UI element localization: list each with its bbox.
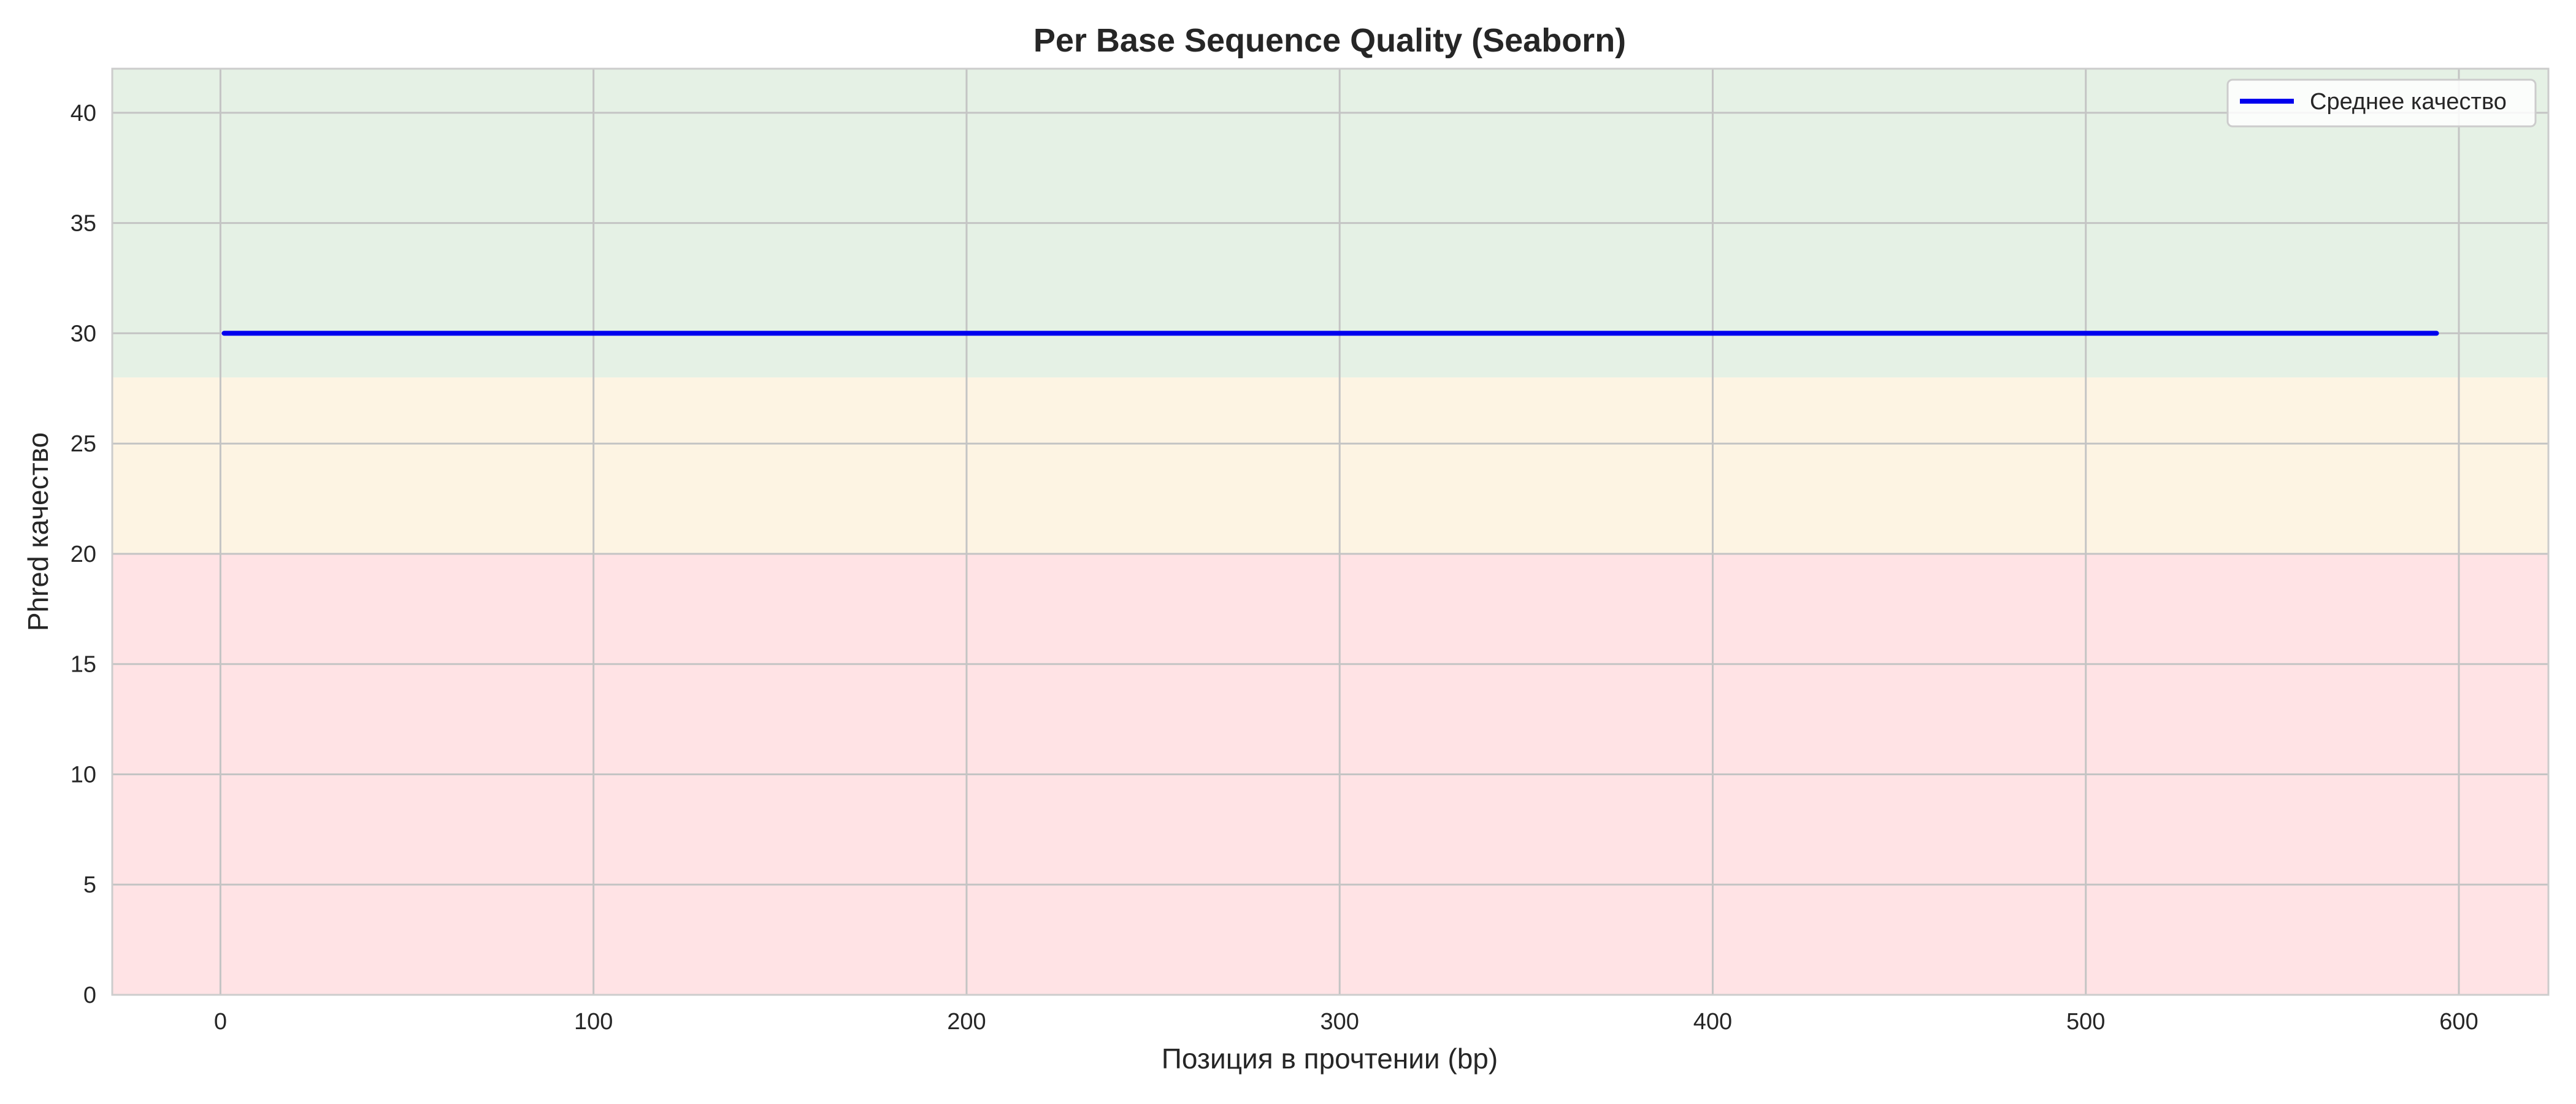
legend-box — [2226, 79, 2537, 128]
x-tick-label: 200 — [947, 1009, 986, 1035]
y-tick-label: 5 — [83, 872, 96, 898]
plot-frame — [111, 67, 2550, 996]
legend: Среднее качество — [2226, 79, 2537, 128]
y-tick-label: 10 — [71, 762, 96, 788]
x-tick-label: 600 — [2439, 1009, 2478, 1035]
x-axis-label: Позиция в прочтении (bp) — [1162, 1043, 1498, 1075]
y-tick-label: 25 — [71, 431, 96, 457]
y-tick-label: 0 — [83, 983, 96, 1008]
y-tick-label: 40 — [71, 101, 96, 126]
x-tick-label: 500 — [2066, 1009, 2105, 1035]
x-tick-label: 0 — [214, 1009, 227, 1035]
quality-bands — [112, 69, 2548, 995]
y-tick-label: 20 — [71, 542, 96, 567]
y-tick-label: 35 — [71, 211, 96, 237]
chart-title: Per Base Sequence Quality (Seaborn) — [1033, 22, 1626, 59]
x-tick-label: 100 — [574, 1009, 613, 1035]
y-tick-label: 30 — [71, 321, 96, 347]
y-tick-labels: 0 5 10 15 20 25 30 35 40 — [71, 101, 96, 1008]
x-tick-label: 400 — [1693, 1009, 1732, 1035]
x-tick-labels: 0 100 200 300 400 500 600 — [214, 1009, 2478, 1035]
x-tick-label: 300 — [1321, 1009, 1359, 1035]
quality-band — [112, 377, 2548, 554]
legend-label: Среднее качество — [2310, 89, 2507, 115]
y-tick-label: 15 — [71, 652, 96, 678]
y-axis-label: Phred качество — [22, 432, 54, 631]
